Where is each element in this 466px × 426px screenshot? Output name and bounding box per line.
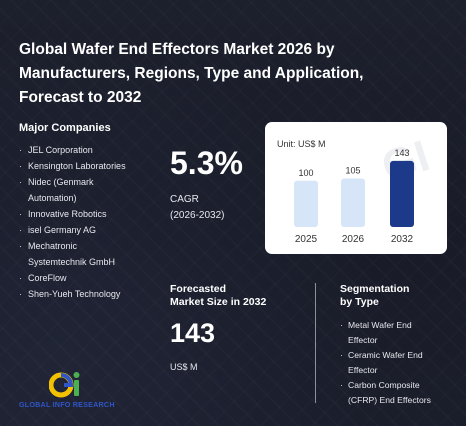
company-item: · CoreFlow [19, 270, 169, 286]
forecast-value: 143 [170, 318, 216, 348]
chart-value-label: 100 [298, 168, 313, 178]
chart-value-label: 143 [394, 148, 409, 158]
segment-item: (CFRP) End Effectors [340, 393, 460, 408]
chart-category-label: 2032 [391, 234, 414, 245]
segment-item-text: Carbon Composite [348, 380, 420, 390]
segment-item: Effector [340, 333, 460, 348]
company-item-text: Automation) [28, 193, 77, 203]
segmentation-heading: Segmentation by Type [340, 283, 409, 309]
company-item-text: Mechatronic [28, 241, 78, 251]
chart-bar-2025 [294, 180, 318, 227]
segmentation-heading-line2: by Type [340, 296, 379, 308]
chart-bar-2026 [341, 178, 365, 227]
chart-category-label: 2026 [342, 234, 365, 245]
company-item-text: Innovative Robotics [28, 209, 107, 219]
company-item: · Innovative Robotics [19, 206, 169, 222]
chart-bar-2032 [390, 160, 414, 227]
segment-item-text: Effector [348, 365, 378, 375]
bullet-icon: · [19, 161, 22, 171]
segment-item: Effector [340, 363, 460, 378]
company-item-text: Systemtechnik GmbH [28, 257, 116, 267]
bullet-icon: · [340, 320, 343, 330]
global-info-research-logo: GLOBAL INFO RESEARCH [19, 368, 124, 412]
bullet-icon: · [19, 289, 22, 299]
segment-item: · Carbon Composite [340, 378, 460, 393]
company-item: Systemtechnik GmbH [19, 254, 169, 270]
bullet-icon: · [19, 273, 22, 283]
forecast-heading: Forecasted Market Size in 2032 [170, 283, 266, 309]
segment-item-text: Ceramic Wafer End [348, 350, 423, 360]
bullet-icon: · [340, 350, 343, 360]
bullet-icon: · [340, 380, 343, 390]
chart-value-label: 105 [345, 165, 360, 175]
segmentation-list: · Metal Wafer End Effector · Ceramic Wafer E… [340, 318, 460, 408]
company-item-text: Kensington Laboratories [28, 161, 126, 171]
company-item: · Kensington Laboratories [19, 158, 169, 174]
cagr-label-text: CAGR [170, 194, 199, 205]
company-item: · JEL Corporation [19, 142, 169, 158]
segment-item: · Ceramic Wafer End [340, 348, 460, 363]
bullet-icon: · [19, 209, 22, 219]
company-item: Automation) [19, 190, 169, 206]
company-item: · isel Germany AG [19, 222, 169, 238]
forecast-heading-line2: Market Size in 2032 [170, 296, 267, 308]
company-item-text: JEL Corporation [28, 145, 93, 155]
major-companies-heading: Major Companies [19, 122, 111, 134]
forecast-heading-line1: Forecasted [170, 283, 227, 295]
segmentation-heading-line1: Segmentation [340, 283, 410, 295]
company-item-text: Shen-Yueh Technology [28, 289, 121, 299]
company-item-text: isel Germany AG [28, 225, 97, 235]
report-title: Global Wafer End Effectors Market 2026 b… [19, 41, 364, 106]
major-companies-list: · JEL Corporation · Kensington Laboratories… [19, 142, 169, 302]
bullet-icon: · [19, 177, 22, 187]
segment-item: · Metal Wafer End [340, 318, 460, 333]
section-divider-top [315, 283, 316, 403]
chart-category-label: 2025 [295, 234, 318, 245]
chart-unit-label: Unit: US$ M [277, 139, 326, 149]
segment-item-text: Metal Wafer End [348, 320, 412, 330]
segment-item-text: (CFRP) End Effectors [348, 395, 431, 405]
bullet-icon: · [19, 241, 22, 251]
bullet-icon: · [19, 225, 22, 235]
bullet-icon: · [19, 145, 22, 155]
company-item: · Nidec (Genmark [19, 174, 169, 190]
logo-mark-icon [49, 372, 80, 398]
company-item: · Mechatronic [19, 238, 169, 254]
forecast-unit: US$ M [170, 362, 198, 372]
company-item-text: Nidec (Genmark [28, 177, 94, 187]
company-item-text: CoreFlow [28, 273, 67, 283]
company-item: · Shen-Yueh Technology [19, 286, 169, 302]
cagr-value: 5.3% [170, 145, 243, 181]
cagr-period: (2026-2032) [170, 210, 225, 221]
logo-text: GLOBAL INFO RESEARCH [19, 400, 115, 409]
cagr-label: CAGR (2026-2032) [170, 192, 224, 224]
segment-item-text: Effector [348, 335, 378, 345]
